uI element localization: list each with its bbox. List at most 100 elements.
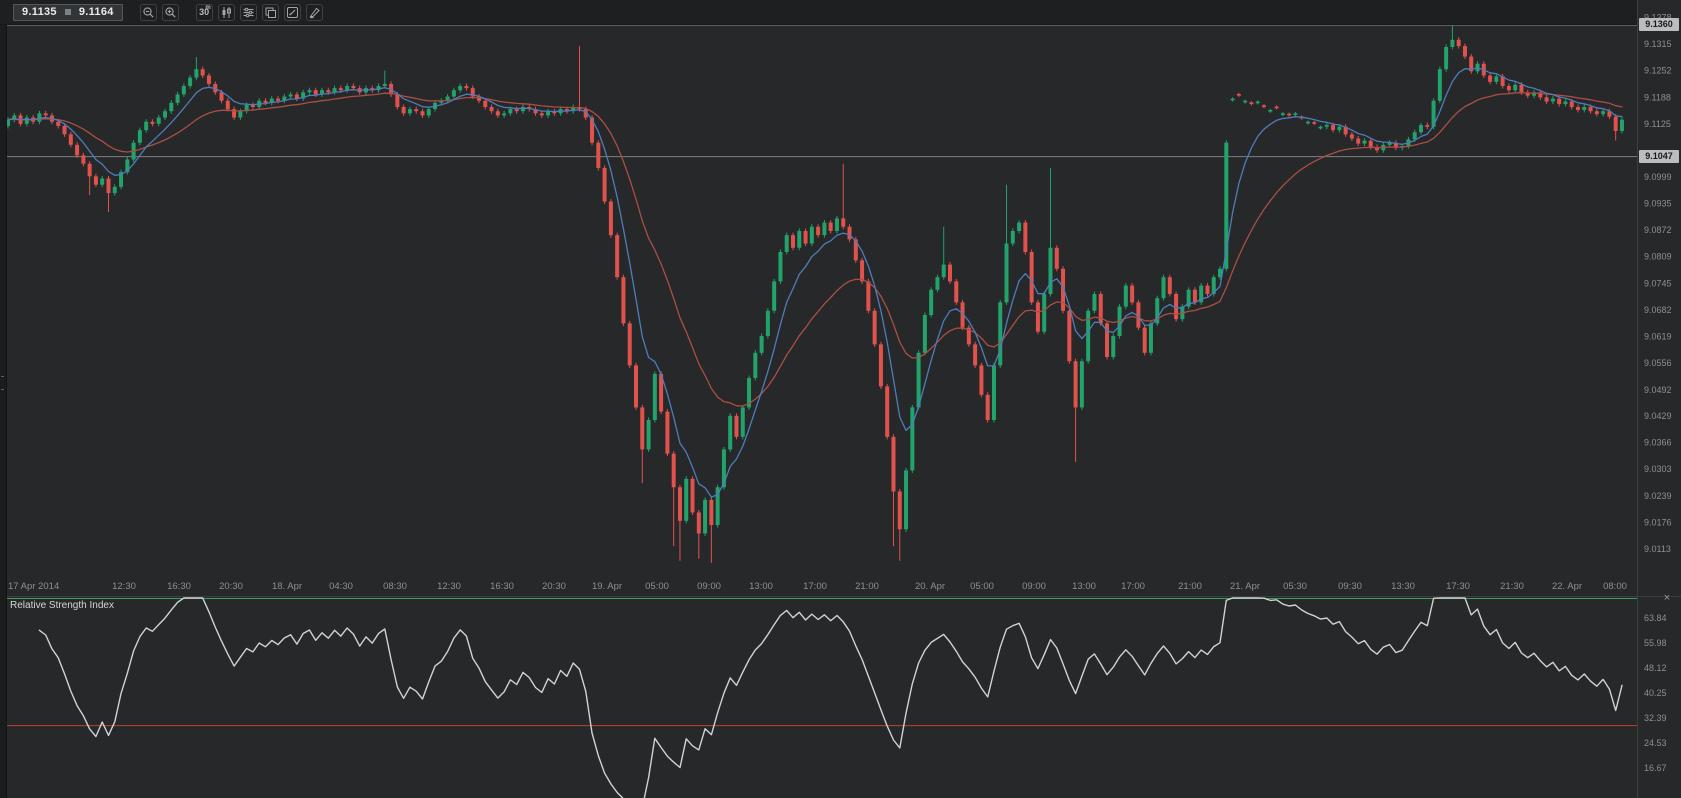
timeframe-button[interactable]: 30 m	[195, 3, 213, 21]
candle-body	[1343, 126, 1348, 135]
candle-body	[1205, 285, 1210, 294]
candle-body	[37, 113, 42, 122]
candlestick-chart-icon	[222, 6, 231, 18]
candle-body	[1469, 56, 1474, 72]
candle-body	[1105, 323, 1109, 357]
candle-body	[759, 335, 764, 353]
candle-body	[332, 88, 337, 93]
candle-body	[1243, 100, 1248, 103]
candle-body	[1098, 293, 1103, 324]
draw-button[interactable]	[305, 3, 323, 21]
candle-body	[470, 88, 475, 97]
candle-body	[458, 86, 463, 91]
price-axis-tick: 9.1125	[1644, 119, 1671, 129]
candle-body	[75, 144, 80, 156]
price-axis-tick: 9.0113	[1644, 544, 1671, 554]
candle-body	[502, 113, 507, 116]
candle-body	[112, 186, 117, 194]
candle-body	[1017, 222, 1022, 231]
price-axis-tick: 9.1378	[1644, 13, 1672, 23]
copy-chart-button[interactable]	[261, 3, 279, 21]
candle-body	[426, 109, 431, 116]
candle-body	[125, 159, 130, 173]
candle-body	[276, 98, 281, 101]
candle-body	[1042, 293, 1047, 332]
time-axis-label: 20:30	[219, 581, 243, 592]
candle-body	[1594, 111, 1599, 115]
rsi-axis-tick: 48.12	[1644, 663, 1667, 673]
candle-body	[194, 69, 199, 78]
candle-body	[1130, 285, 1135, 303]
zoom-in-button[interactable]	[161, 3, 179, 21]
candle-body	[853, 239, 858, 261]
candle-body	[313, 90, 318, 95]
chart-type-button[interactable]	[217, 3, 235, 21]
candle-body	[1437, 69, 1442, 101]
candle-body	[646, 420, 651, 450]
candle-body	[778, 251, 783, 282]
candle-body	[445, 96, 450, 101]
time-axis-label: 17 Apr 2014	[8, 581, 59, 592]
candle-body	[1305, 121, 1310, 124]
candle-body	[533, 109, 538, 114]
candle-body	[238, 111, 243, 118]
candle-body	[878, 344, 883, 387]
zoom-out-button[interactable]	[139, 3, 157, 21]
candle-body	[922, 314, 927, 353]
candle-body	[1079, 361, 1084, 408]
candle-body	[1619, 119, 1624, 131]
candle-body	[382, 83, 387, 87]
time-axis-label: 21:00	[1178, 581, 1202, 592]
candle-body	[1186, 289, 1191, 307]
candle-body	[351, 86, 356, 89]
candle-body	[282, 96, 287, 101]
time-axis-label: 21:30	[1500, 581, 1524, 592]
candle-body	[100, 178, 105, 185]
time-axis[interactable]: 17 Apr 2014 12:30 16:30 20:30 18. Apr 04:30 08…	[8, 581, 1627, 592]
price-axis-tick: 9.0999	[1644, 172, 1672, 182]
candle-body	[734, 415, 739, 437]
candle-body	[677, 487, 682, 521]
quote-panel[interactable]: 9.1135 9.1164	[13, 3, 123, 21]
candle-body	[841, 218, 846, 227]
candle-body	[1230, 98, 1235, 101]
price-axis-tick: 9.0682	[1644, 305, 1672, 315]
edit-chart-button[interactable]	[283, 3, 301, 21]
candle-body	[1525, 92, 1530, 96]
candle-body	[1337, 126, 1342, 131]
price-axis[interactable]: 9.1378 9.1315 9.1252 9.1188 9.1125 9.0999 9.09…	[1644, 13, 1672, 554]
candle-body	[1199, 285, 1204, 303]
rsi-axis-tick: 24.53	[1644, 738, 1667, 748]
candle-body	[1462, 46, 1467, 57]
indicator-settings-icon	[243, 7, 254, 17]
candle-body	[68, 134, 73, 145]
chart-toolbar: 9.1135 9.1164 30 m	[0, 0, 1637, 25]
candle-body	[119, 172, 124, 187]
candle-body	[1375, 146, 1380, 151]
candle-body	[1142, 327, 1147, 353]
candle-body	[326, 90, 331, 93]
indicators-button[interactable]	[239, 3, 257, 21]
rsi-axis[interactable]: 63.84 55.98 48.12 40.25 32.39 24.53 16.67	[1644, 613, 1667, 773]
candle-body	[979, 365, 984, 395]
candle-body	[1318, 126, 1323, 129]
candle-body	[1136, 302, 1141, 328]
sidebar-splitter[interactable]	[0, 24, 7, 798]
candle-body	[395, 94, 400, 108]
candle-body	[564, 109, 569, 112]
candle-body	[690, 478, 695, 513]
candle-body	[910, 407, 915, 471]
rsi-pane	[0, 597, 1637, 798]
time-axis-label: 13:00	[749, 581, 773, 592]
price-axis-tick: 9.0176	[1644, 518, 1672, 528]
timeframe-unit: m	[205, 4, 211, 11]
rsi-close-button[interactable]: ×	[1663, 592, 1671, 604]
candle-body	[1506, 86, 1511, 91]
time-axis-label: 04:30	[329, 581, 353, 592]
time-axis-label: 21. Apr	[1230, 581, 1260, 592]
candle-body	[1274, 106, 1279, 109]
candle-body	[1488, 75, 1493, 82]
candle-body	[144, 121, 149, 131]
price-level-lines[interactable]	[0, 24, 1637, 158]
candle-body	[200, 69, 205, 76]
